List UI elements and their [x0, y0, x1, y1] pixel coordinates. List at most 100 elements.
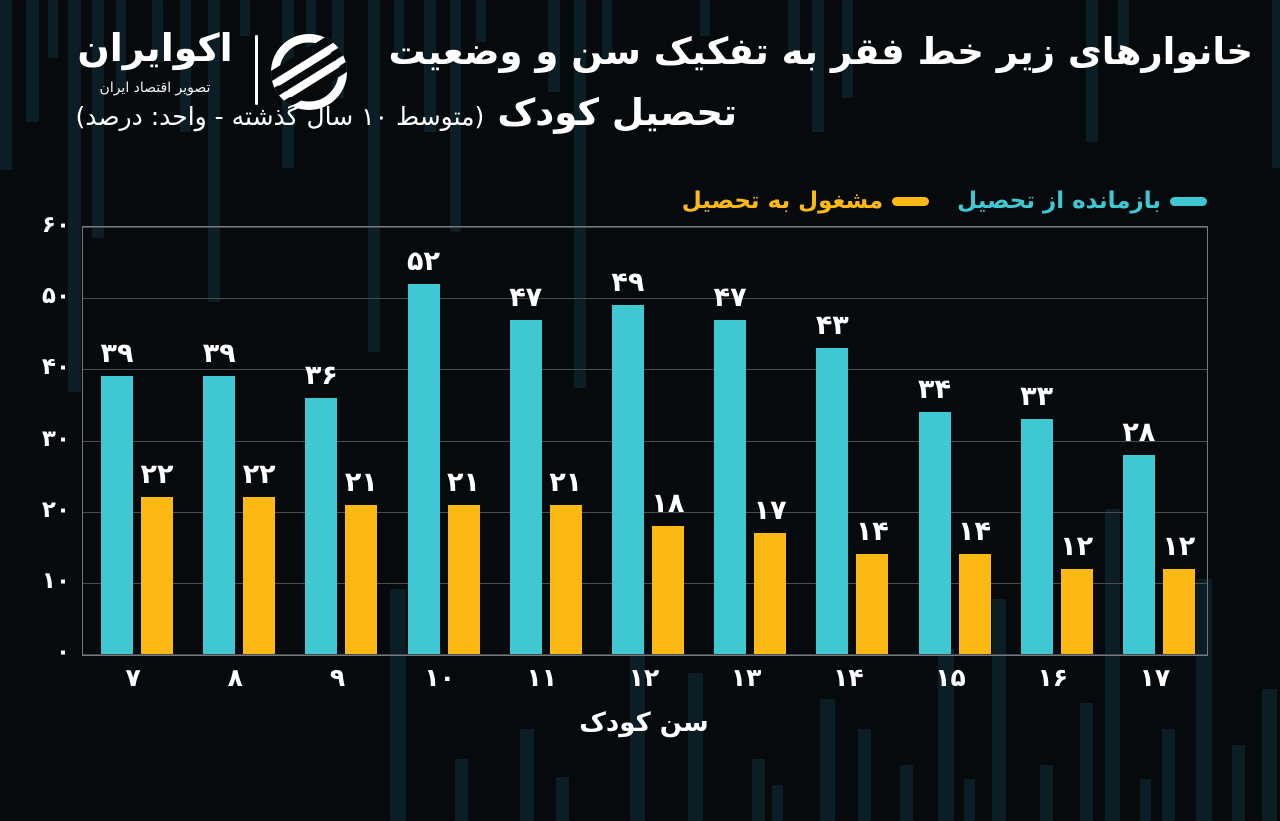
x-tick-label: ۱۵: [935, 663, 966, 692]
logo-separator: [255, 35, 258, 105]
legend-item-out-of-school: بازمانده از تحصیل: [957, 188, 1207, 214]
bar-out-of-school-age-15: [918, 412, 951, 654]
x-tick-label: ۸: [227, 663, 243, 692]
watermark-bar: [476, 0, 486, 42]
bar-in-school-age-12: [651, 525, 684, 654]
watermark-bar: [1232, 745, 1245, 821]
bar-value-label: ۳۶: [304, 359, 338, 391]
gridline: [83, 227, 1207, 228]
watermark-bar: [26, 0, 39, 122]
bar-in-school-age-7: [141, 497, 173, 654]
bar-in-school-age-10: [447, 504, 480, 654]
gridline: [83, 369, 1207, 371]
bar-value-label: ۳۳: [1020, 381, 1054, 413]
watermark-bar: [180, 0, 191, 132]
watermark-bar: [1196, 579, 1212, 821]
watermark-bar: [700, 0, 710, 36]
bar-out-of-school-age-10: [407, 283, 440, 654]
bar-value-label: ۲۱: [549, 466, 583, 498]
bar-out-of-school-age-12: [611, 305, 644, 654]
watermark-bar: [602, 0, 612, 58]
bar-out-of-school-age-17: [1122, 454, 1155, 654]
watermark-bar: [450, 0, 461, 232]
watermark-bar: [900, 765, 913, 821]
x-tick-label: ۱۳: [730, 663, 762, 692]
bar-out-of-school-age-8: [203, 376, 236, 654]
ecoiran-logo: اکوایران تصویر اقتصاد ایران: [40, 26, 347, 118]
plot-area: ۳۹ ۲۲ ۳۹ ۲۲ ۳۶ ۲۱ ۵۲ ۲۱ ۴۷ ۲۱ ۴۹ ۱۸ ۴۷ ۱۷ ۴۳ ۱۴ ۳۴ ۱۴ ۳۳ ۱۲…: [82, 226, 1208, 656]
bar-value-label: ۴۹: [611, 267, 645, 299]
bar-value-label: ۱۴: [958, 516, 991, 548]
watermark-bar: [394, 0, 404, 62]
bar-in-school-age-8: [243, 497, 276, 654]
chart-subtitle: (متوسط ۱۰ سال گذشته - واحد: درصد): [75, 102, 485, 131]
x-tick-label: ۱۱: [526, 663, 558, 692]
watermark-bar: [306, 0, 316, 66]
bar-out-of-school-age-16: [1020, 419, 1053, 654]
y-tick-label: ۰: [55, 639, 70, 665]
bar-in-school-age-17: [1162, 568, 1195, 654]
bar-out-of-school-age-11: [509, 319, 542, 654]
bar-in-school-age-14: [856, 554, 889, 654]
x-tick-label: ۱۶: [1037, 663, 1068, 692]
watermark-bar: [0, 0, 12, 170]
bar-value-label: ۴۷: [713, 281, 747, 313]
bar-value-label: ۲۱: [447, 466, 480, 498]
watermark-bar: [630, 639, 645, 821]
y-tick-label: ۳۰: [41, 425, 70, 452]
legend-item-in-school: مشغول به تحصیل: [682, 188, 930, 214]
watermark-bar: [812, 0, 824, 132]
x-tick-label: ۱۰: [424, 663, 455, 692]
watermark-bar: [556, 777, 569, 821]
legend: بازمانده از تحصیل مشغول به تحصیل: [682, 185, 1207, 217]
watermark-bar: [842, 0, 853, 98]
legend-dash-icon: [892, 196, 930, 206]
watermark-bar: [964, 779, 975, 821]
watermark-bar: [1086, 0, 1098, 142]
watermark-bar: [1162, 729, 1175, 821]
bar-value-label: ۱۴: [855, 516, 889, 548]
bar-value-label: ۲۸: [1122, 416, 1156, 448]
watermark-bar: [1262, 689, 1277, 821]
bar-value-label: ۵۲: [407, 245, 440, 277]
bar-value-label: ۱۲: [1060, 530, 1094, 562]
bar-in-school-age-15: [958, 554, 991, 654]
bar-value-label: ۲۱: [344, 466, 378, 498]
x-tick-label: ۱۷: [1139, 663, 1171, 692]
x-tick-label: ۱۲: [628, 663, 660, 692]
watermark-bar: [152, 0, 163, 62]
watermark-bar: [1105, 509, 1120, 821]
bar-value-label: ۴۷: [509, 281, 543, 313]
watermark-bar: [688, 673, 703, 821]
watermark-bar: [116, 0, 126, 92]
logo-tagline: تصویر اقتصاد ایران: [99, 80, 211, 96]
watermark-bar: [424, 0, 436, 132]
gridline: [83, 440, 1207, 442]
watermark-bar: [820, 699, 835, 821]
bar-in-school-age-11: [549, 504, 582, 654]
bar-value-label: ۱۷: [753, 495, 787, 526]
bar-out-of-school-age-9: [305, 397, 338, 654]
watermark-bar: [938, 649, 954, 821]
y-tick-label: ۴۰: [41, 354, 70, 381]
bar-value-label: ۳۹: [100, 338, 134, 370]
ecoiran-logo-icon: [271, 34, 347, 110]
x-tick-label: ۹: [329, 663, 346, 692]
bar-value-label: ۴۳: [815, 310, 849, 341]
bar-in-school-age-16: [1060, 568, 1093, 654]
bar-in-school-age-9: [345, 504, 378, 654]
chart-title-line2-bold: تحصیل کودک: [497, 91, 737, 134]
logo-name: اکوایران: [77, 26, 233, 70]
watermark-bar: [48, 0, 58, 58]
x-axis-title: سن کودک: [579, 708, 709, 738]
watermark-bar: [772, 785, 783, 821]
x-tick-label: ۱۴: [833, 663, 864, 692]
legend-label: بازمانده از تحصیل: [957, 188, 1161, 214]
chart-title-line2: تحصیل کودک (متوسط ۱۰ سال گذشته - واحد: د…: [75, 91, 737, 134]
watermark-bar: [390, 589, 406, 821]
watermark-bar: [858, 729, 871, 821]
bar-value-label: ۱۲: [1162, 530, 1196, 562]
watermark-bar: [788, 0, 800, 62]
watermark-bar: [1118, 0, 1129, 62]
watermark-bar: [368, 0, 380, 352]
